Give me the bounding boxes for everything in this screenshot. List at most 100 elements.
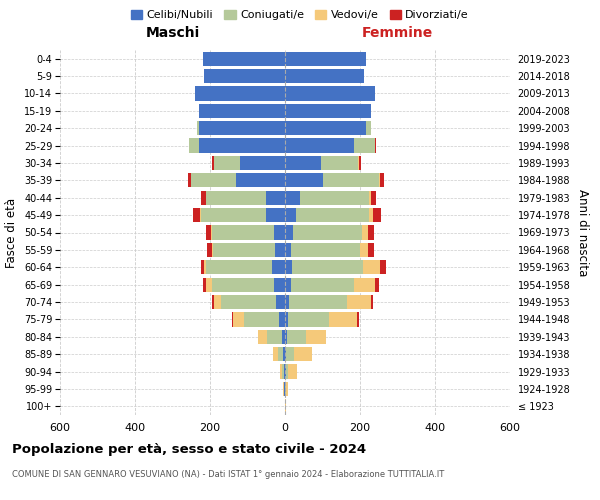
Bar: [367, 226, 374, 239]
Bar: [355, 278, 375, 292]
Bar: [205, 69, 285, 83]
Bar: [233, 312, 244, 326]
Bar: [358, 156, 359, 170]
Bar: [193, 208, 200, 222]
Bar: [286, 347, 293, 362]
Bar: [285, 330, 287, 344]
Bar: [203, 278, 206, 292]
Bar: [200, 208, 266, 222]
Bar: [293, 347, 313, 362]
Bar: [285, 260, 292, 274]
Bar: [286, 382, 287, 396]
Bar: [371, 295, 373, 309]
Bar: [257, 330, 267, 344]
Bar: [212, 295, 214, 309]
Bar: [323, 173, 379, 188]
Bar: [206, 226, 211, 239]
Bar: [320, 156, 358, 170]
Text: Maschi: Maschi: [145, 26, 200, 40]
Bar: [285, 138, 355, 152]
Bar: [201, 190, 205, 205]
Bar: [360, 243, 367, 257]
Bar: [273, 347, 277, 362]
Bar: [285, 295, 289, 309]
Bar: [187, 173, 191, 188]
Bar: [244, 312, 280, 326]
Bar: [277, 347, 283, 362]
Bar: [274, 226, 285, 239]
Bar: [285, 156, 320, 170]
Bar: [282, 364, 284, 378]
Bar: [275, 243, 285, 257]
Bar: [290, 243, 360, 257]
Bar: [285, 190, 300, 205]
Bar: [200, 260, 205, 274]
Bar: [288, 312, 329, 326]
Bar: [305, 330, 326, 344]
Bar: [287, 330, 305, 344]
Bar: [365, 121, 371, 136]
Bar: [212, 226, 274, 239]
Legend: Celibi/Nubili, Coniugati/e, Vedovi/e, Divorziati/e: Celibi/Nubili, Coniugati/e, Vedovi/e, Di…: [127, 6, 473, 25]
Text: Popolazione per età, sesso e stato civile - 2024: Popolazione per età, sesso e stato civil…: [12, 442, 366, 456]
Bar: [283, 347, 285, 362]
Bar: [290, 278, 355, 292]
Bar: [195, 86, 285, 101]
Bar: [282, 330, 285, 344]
Bar: [285, 208, 296, 222]
Text: COMUNE DI SAN GENNARO VESUVIANO (NA) - Dati ISTAT 1° gennaio 2024 - Elaborazione: COMUNE DI SAN GENNARO VESUVIANO (NA) - D…: [12, 470, 444, 479]
Bar: [289, 295, 347, 309]
Bar: [379, 173, 380, 188]
Bar: [199, 121, 285, 136]
Bar: [300, 190, 370, 205]
Bar: [285, 69, 364, 83]
Bar: [285, 173, 323, 188]
Bar: [205, 190, 206, 205]
Bar: [285, 347, 286, 362]
Bar: [285, 382, 286, 396]
Y-axis label: Anni di nascita: Anni di nascita: [576, 189, 589, 276]
Bar: [371, 190, 376, 205]
Bar: [212, 278, 274, 292]
Bar: [190, 138, 199, 152]
Bar: [214, 156, 240, 170]
Bar: [266, 208, 285, 222]
Bar: [293, 226, 362, 239]
Bar: [188, 138, 190, 152]
Bar: [191, 173, 236, 188]
Bar: [285, 104, 371, 118]
Bar: [274, 278, 285, 292]
Bar: [373, 208, 380, 222]
Bar: [203, 52, 285, 66]
Bar: [367, 243, 374, 257]
Bar: [206, 190, 266, 205]
Bar: [285, 226, 293, 239]
Bar: [296, 208, 370, 222]
Bar: [380, 260, 386, 274]
Bar: [285, 278, 290, 292]
Bar: [207, 243, 212, 257]
Bar: [212, 243, 275, 257]
Bar: [375, 138, 376, 152]
Bar: [285, 86, 375, 101]
Bar: [285, 399, 286, 413]
Bar: [280, 312, 285, 326]
Bar: [370, 208, 373, 222]
Bar: [221, 295, 275, 309]
Bar: [347, 295, 371, 309]
Bar: [267, 330, 282, 344]
Bar: [359, 156, 361, 170]
Bar: [362, 226, 367, 239]
Bar: [285, 121, 365, 136]
Bar: [358, 312, 359, 326]
Bar: [329, 312, 358, 326]
Bar: [212, 156, 214, 170]
Bar: [211, 226, 212, 239]
Bar: [284, 382, 285, 396]
Bar: [287, 364, 297, 378]
Bar: [205, 260, 206, 274]
Bar: [375, 278, 379, 292]
Bar: [206, 260, 272, 274]
Bar: [370, 190, 371, 205]
Bar: [236, 173, 285, 188]
